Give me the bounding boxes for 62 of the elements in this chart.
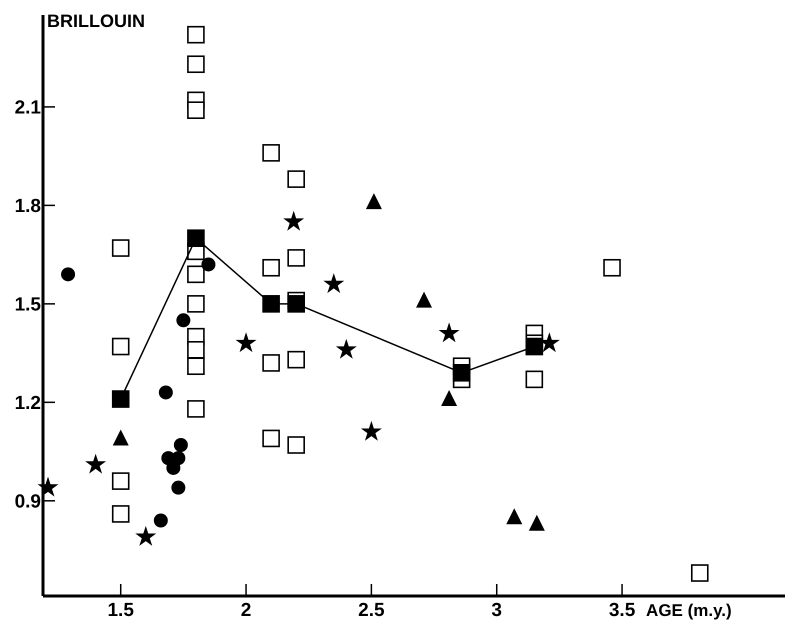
- point: [174, 438, 188, 452]
- point: [187, 295, 205, 313]
- x-tick-label: 1.5: [108, 600, 134, 621]
- y-tick-label: 1.8: [14, 196, 41, 218]
- point: [287, 249, 305, 267]
- x-tick-label: 3: [491, 600, 502, 621]
- y-tick-label: 1.2: [14, 392, 41, 414]
- point: [287, 170, 305, 188]
- point: [690, 564, 709, 582]
- x-tick-label: 2: [240, 600, 252, 621]
- point: [112, 505, 130, 523]
- point: [187, 400, 205, 418]
- point: [452, 364, 470, 382]
- point: [187, 266, 205, 284]
- point: [135, 526, 156, 546]
- point: [366, 193, 382, 210]
- point: [336, 338, 357, 359]
- point: [441, 390, 458, 406]
- point: [112, 390, 130, 408]
- point: [360, 420, 382, 441]
- point: [603, 258, 621, 277]
- point: [171, 480, 186, 495]
- point: [438, 322, 460, 342]
- point: [528, 514, 545, 531]
- point: [112, 429, 129, 446]
- y-tick-label: 2.1: [14, 98, 42, 119]
- point: [187, 101, 205, 119]
- x-tick-label: 2.5: [358, 600, 386, 621]
- point: [187, 341, 205, 359]
- point: [323, 273, 344, 294]
- point: [158, 385, 173, 400]
- point: [112, 472, 130, 490]
- point: [176, 313, 190, 328]
- point: [262, 144, 280, 162]
- point: [287, 436, 305, 454]
- point: [283, 210, 304, 231]
- point: [236, 332, 257, 352]
- x-tick-label: 3.5: [608, 600, 636, 621]
- point: [262, 295, 280, 313]
- point: [287, 295, 305, 313]
- point: [154, 514, 168, 528]
- x-axis-title: AGE (m.y.): [646, 601, 732, 620]
- point: [187, 26, 205, 44]
- y-axis-title: BRILLOUIN: [47, 11, 145, 31]
- point: [61, 267, 76, 282]
- point: [112, 239, 130, 257]
- point: [262, 430, 280, 448]
- point: [416, 292, 432, 308]
- point: [526, 370, 544, 388]
- point: [201, 257, 216, 272]
- point: [187, 229, 205, 248]
- point: [287, 350, 305, 368]
- y-tick-label: 0.9: [14, 491, 41, 512]
- point: [187, 357, 205, 376]
- point: [506, 508, 522, 524]
- point: [526, 338, 544, 356]
- point: [262, 258, 280, 277]
- point: [187, 55, 205, 74]
- point: [262, 354, 280, 372]
- point: [85, 454, 106, 474]
- point: [112, 338, 130, 356]
- y-tick-label: 1.5: [14, 294, 42, 316]
